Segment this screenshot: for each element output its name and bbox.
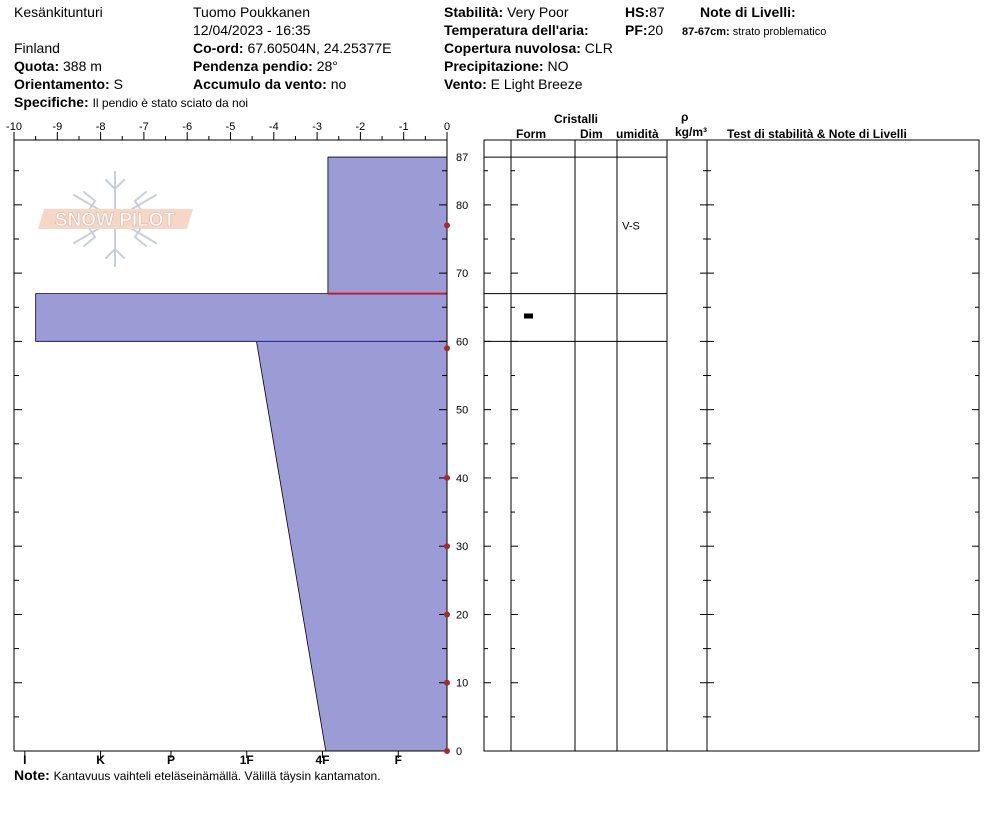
depth-tick-label: 80 xyxy=(456,200,468,212)
country-name: Finland xyxy=(14,40,60,56)
layer-note-range: 87-67cm: xyxy=(682,26,730,38)
crystals-header: Cristalli xyxy=(554,112,599,126)
logo-banner xyxy=(38,209,193,229)
pf-row: PF:20 xyxy=(625,22,663,38)
temperature-point xyxy=(444,543,450,550)
elevation-label: Quota: xyxy=(14,58,60,74)
wind-label: Vento: xyxy=(444,76,487,92)
stability-row: Stabilità: Very Poor xyxy=(444,4,569,20)
sky-value: CLR xyxy=(584,40,613,56)
specifics-value: Il pendio è stato sciato da noi xyxy=(92,96,249,110)
air-temp-label: Temperatura dell'aria: xyxy=(444,22,589,38)
moisture-header: umidità xyxy=(616,127,659,141)
temp-tick-label: -6 xyxy=(182,121,192,133)
wind-row: Vento: E Light Breeze xyxy=(444,76,583,92)
hardness-layer-1 xyxy=(35,293,448,342)
hardness-layer-0 xyxy=(327,156,448,295)
depth-tick-label: 60 xyxy=(456,336,468,348)
temp-tick-label: -10 xyxy=(6,121,22,133)
layer-table-frame xyxy=(483,139,980,752)
precip-row: Precipitazione: NO xyxy=(444,58,568,74)
observer-name: Tuomo Poukkanen xyxy=(193,4,310,20)
hardness-tick-label: I xyxy=(23,753,26,767)
hs-row: HS:87 xyxy=(625,4,665,20)
temp-tick-label: -7 xyxy=(139,121,149,133)
depth-tick-label: 0 xyxy=(456,746,462,758)
aspect-value: S xyxy=(113,76,123,92)
location-name: Kesänkitunturi xyxy=(14,4,103,20)
note-label: Note: xyxy=(14,767,50,783)
size-header: Dim xyxy=(580,127,603,141)
depth-tick-label: 40 xyxy=(456,473,468,485)
aspect-label: Orientamento: xyxy=(14,76,110,92)
temperature-point xyxy=(444,748,450,754)
observation-datetime: 12/04/2023 - 16:35 xyxy=(193,22,311,38)
wind-loading-value: no xyxy=(330,76,347,92)
temp-tick-label: -2 xyxy=(356,121,366,133)
note-text: Kantavuus vaihteli eteläseinämällä. Väli… xyxy=(53,769,381,783)
coord-value: 67.60504N, 24.25377E xyxy=(247,40,392,56)
temp-tick-label: -9 xyxy=(52,121,62,133)
depth-tick-label: 10 xyxy=(456,678,468,690)
depth-tick-label: 30 xyxy=(456,541,468,553)
precip-label: Precipitazione: xyxy=(444,58,544,74)
aspect-row: Orientamento: S xyxy=(14,76,123,92)
logo-text: SNOW PILOT xyxy=(55,210,176,231)
hardness-tick-label: 1F xyxy=(240,753,254,767)
hardness-tick-label: K xyxy=(96,753,105,767)
layer-notes-label: Note di Livelli: xyxy=(700,4,796,20)
temp-tick-label: -4 xyxy=(269,121,279,133)
hs-value: 87 xyxy=(649,4,665,20)
temperature-point xyxy=(444,474,450,481)
depth-tick-label: 70 xyxy=(456,268,468,280)
form-header: Form xyxy=(516,127,546,141)
layer-note-row: 87-67cm: strato problematico xyxy=(682,24,826,40)
depth-tick-label: 50 xyxy=(456,405,468,417)
sky-row: Copertura nuvolosa: CLR xyxy=(444,40,613,56)
layer-note-text: strato problematico xyxy=(732,26,827,38)
wind-value: E Light Breeze xyxy=(490,76,583,92)
temp-tick-label: -5 xyxy=(226,121,236,133)
depth-tick-label: 20 xyxy=(456,609,468,621)
specifics-row: Specifiche: Il pendio è stato sciato da … xyxy=(14,94,248,111)
sky-label: Copertura nuvolosa: xyxy=(444,40,581,56)
pf-value: 20 xyxy=(647,22,664,38)
elevation-value: 388 m xyxy=(63,58,102,74)
temperature-point xyxy=(444,345,450,352)
stability-label: Stabilità: xyxy=(444,4,504,20)
hardness-tick-label: 4F xyxy=(316,753,330,767)
hardness-tick-label: P xyxy=(167,753,175,767)
coord-row: Co-ord: 67.60504N, 24.25377E xyxy=(193,40,391,56)
wind-loading-label: Accumulo da vento: xyxy=(193,76,327,92)
elevation-row: Quota: 388 m xyxy=(14,58,102,74)
snow-pilot-logo: SNOW PILOT xyxy=(38,171,193,267)
temp-tick-label: -1 xyxy=(399,121,409,133)
melt-freeze-crust-icon xyxy=(524,313,533,319)
slope-row: Pendenza pendio: 28° xyxy=(193,58,338,74)
wind-loading-row: Accumulo da vento: no xyxy=(193,76,346,92)
coord-label: Co-ord: xyxy=(193,40,244,56)
temp-tick-label: -3 xyxy=(312,121,322,133)
hs-label: HS: xyxy=(625,4,650,20)
stability-notes-header: Test di stabilità & Note di Livelli xyxy=(727,127,907,141)
temperature-point xyxy=(444,611,450,618)
temperature-point xyxy=(444,679,450,686)
depth-tick-label: 87 xyxy=(456,152,468,164)
hardness-tick-label: F xyxy=(395,753,402,767)
slope-label: Pendenza pendio: xyxy=(193,58,313,74)
specifics-label: Specifiche: xyxy=(14,94,89,110)
temp-tick-label: -8 xyxy=(96,121,106,133)
precip-value: NO xyxy=(547,58,569,74)
moisture-value: V-S xyxy=(622,220,640,232)
density-unit: kg/m³ xyxy=(675,125,708,139)
density-symbol: ρ xyxy=(681,110,689,124)
hardness-layer-2 xyxy=(256,340,448,752)
slope-value: 28° xyxy=(316,58,338,74)
stability-value: Very Poor xyxy=(507,4,569,20)
note-row: Note: Kantavuus vaihteli eteläseinämällä… xyxy=(14,767,381,784)
temp-tick-label: 0 xyxy=(444,121,450,133)
temperature-point xyxy=(444,222,450,229)
pf-label: PF: xyxy=(625,22,648,38)
